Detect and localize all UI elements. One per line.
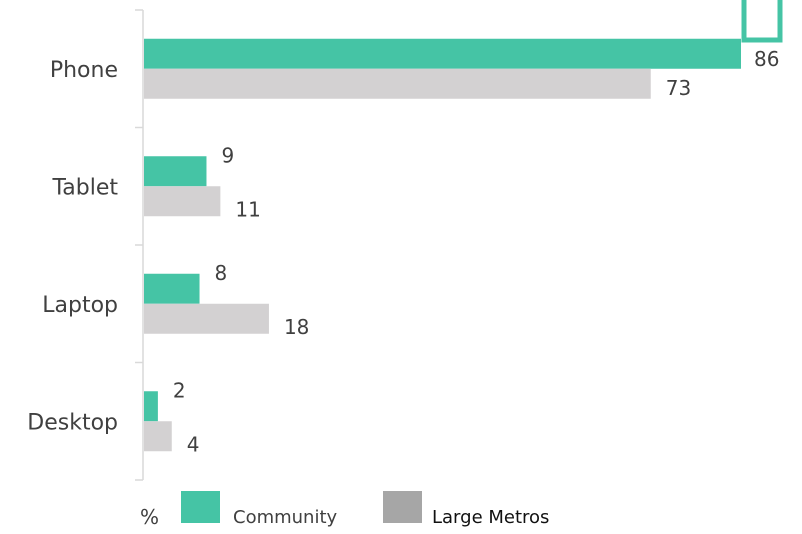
- bar-tablet-large-metros: [144, 186, 221, 217]
- value-label-tablet-large-metros: 11: [235, 197, 260, 221]
- bars: [144, 38, 741, 452]
- category-labels: Phone Tablet Laptop Desktop: [27, 58, 118, 436]
- category-axis: [135, 9, 144, 481]
- legend-swatch-community: [181, 491, 220, 523]
- bar-phone-community: [144, 38, 741, 69]
- bar-tablet-community: [144, 156, 207, 187]
- bar-desktop-community: [144, 391, 158, 422]
- value-label-laptop-community: 8: [215, 261, 228, 285]
- category-label-laptop: Laptop: [42, 293, 118, 318]
- value-label-phone-community: 86: [754, 47, 779, 71]
- bar-laptop-large-metros: [144, 303, 269, 334]
- category-label-tablet: Tablet: [51, 175, 118, 200]
- value-label-desktop-community: 2: [173, 378, 186, 402]
- value-label-laptop-large-metros: 18: [284, 315, 309, 339]
- unit-label: %: [140, 505, 159, 529]
- category-label-phone: Phone: [50, 58, 118, 83]
- value-labels: 86 73 9 11 8 18 2 4: [173, 47, 780, 457]
- bar-laptop-community: [144, 273, 200, 304]
- legend-label-community: Community: [233, 507, 338, 528]
- legend-label-large-metros: Large Metros: [432, 507, 549, 528]
- value-label-tablet-community: 9: [221, 143, 234, 167]
- highlight-box: [741, 0, 783, 43]
- legend-swatch-large-metros: [383, 491, 422, 523]
- category-label-desktop: Desktop: [27, 410, 118, 435]
- value-label-desktop-large-metros: 4: [187, 432, 200, 456]
- legend: % Community Large Metros: [140, 491, 549, 529]
- bar-desktop-large-metros: [144, 421, 172, 452]
- bar-phone-large-metros: [144, 68, 651, 99]
- value-label-phone-large-metros: 73: [666, 76, 691, 100]
